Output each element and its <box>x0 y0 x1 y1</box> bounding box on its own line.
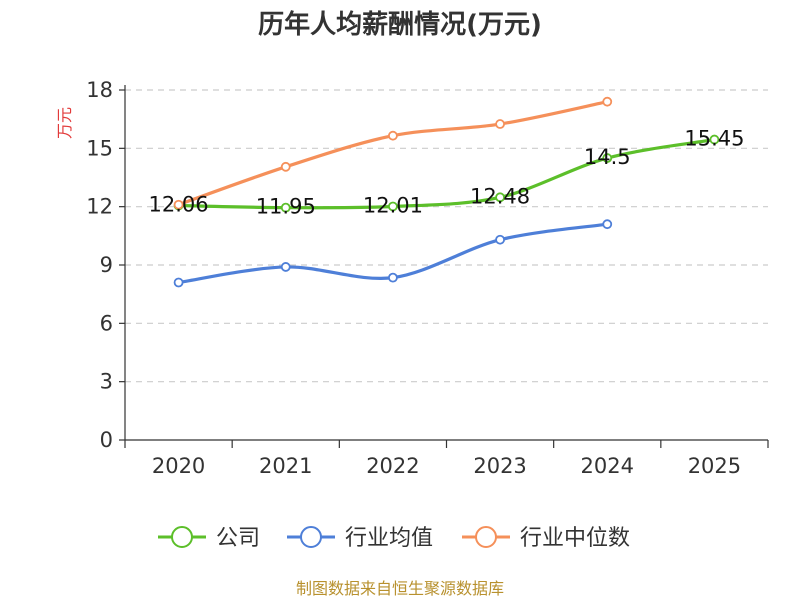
legend-marker <box>475 526 497 548</box>
series-2 <box>173 219 613 288</box>
y-axis-unit: 万元 <box>55 107 74 139</box>
y-tick-label: 3 <box>100 370 113 394</box>
legend-item: 行业均值 <box>287 526 433 551</box>
y-tick-label: 9 <box>100 253 113 277</box>
chart-title: 历年人均薪酬情况(万元) <box>258 9 542 40</box>
data-label: 12.06 <box>149 193 209 217</box>
data-point <box>280 202 291 213</box>
data-point <box>173 277 184 288</box>
y-tick-label: 0 <box>100 428 113 452</box>
legend-label: 公司 <box>216 526 260 551</box>
legend-marker <box>171 526 193 548</box>
x-tick-label: 2023 <box>473 454 526 478</box>
data-label: 12.48 <box>470 184 530 208</box>
data-point <box>280 262 291 272</box>
data-point <box>388 130 398 141</box>
series-lines <box>173 96 720 288</box>
data-label: 15.45 <box>684 127 744 151</box>
x-tick-label: 2025 <box>688 454 741 478</box>
data-label: 14.5 <box>584 145 631 169</box>
data-labels: 12.06 11.95 12.01 12.48 14.5 15.45 <box>149 127 745 219</box>
y-tick-label: 12 <box>86 195 113 219</box>
series-line <box>178 138 715 210</box>
data-point <box>495 192 505 203</box>
grid-lines <box>125 89 768 383</box>
axes: 0 3 6 9 12 15 18 2020 2021 2022 2023 2024 2025 <box>86 78 769 478</box>
data-point <box>388 272 398 283</box>
data-point <box>280 161 291 172</box>
data-point <box>173 199 184 210</box>
data-point <box>495 119 505 129</box>
legend: 公司 行业均值 行业中位数 <box>158 526 630 551</box>
y-tick-label: 15 <box>86 136 113 160</box>
data-point <box>602 219 613 230</box>
data-point <box>602 153 613 163</box>
legend-item: 行业中位数 <box>462 526 630 551</box>
y-tick-label: 6 <box>100 311 113 335</box>
legend-item: 公司 <box>158 526 260 551</box>
series-line <box>178 100 608 207</box>
x-tick-label: 2022 <box>366 454 419 478</box>
source-note: 制图数据来自恒生聚源数据库 <box>296 579 504 598</box>
data-point <box>388 201 398 212</box>
legend-label: 行业中位数 <box>520 526 630 551</box>
y-tick-label: 18 <box>86 78 113 102</box>
x-tick-label: 2021 <box>259 454 312 478</box>
data-point <box>709 134 720 145</box>
x-tick-label: 2020 <box>152 454 205 478</box>
data-label: 12.01 <box>363 193 423 217</box>
series-3 <box>173 96 613 210</box>
legend-marker <box>300 526 322 548</box>
x-tick-label: 2024 <box>581 454 634 478</box>
data-label: 11.95 <box>256 195 316 219</box>
data-point <box>495 234 505 245</box>
data-point <box>602 96 613 107</box>
legend-label: 行业均值 <box>345 526 433 551</box>
